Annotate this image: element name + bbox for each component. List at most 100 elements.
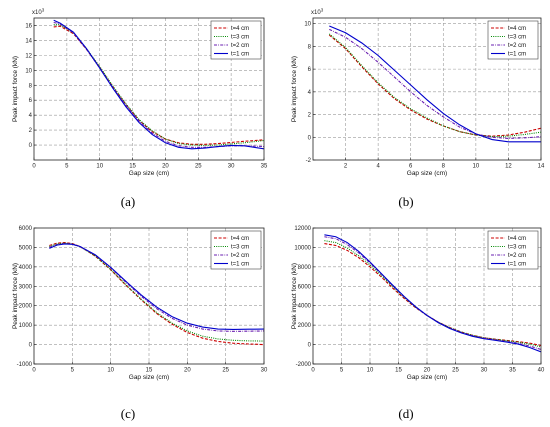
caption-a: (a) [121, 194, 135, 209]
y-tick-label-b-2: 2 [308, 113, 312, 119]
series-line-d-3 [324, 234, 541, 353]
x-axis-label-c: Gap size (cm) [129, 374, 169, 381]
y-tick-label-d-3: 4000 [298, 304, 312, 310]
x-tick-label-c-0: 0 [32, 368, 36, 374]
legend-label-a-2: t=2 cm [231, 43, 249, 49]
x-axis-label-d: Gap size (cm) [407, 374, 447, 381]
x-tick-label-c-1: 5 [71, 368, 75, 374]
series-line-d-1 [324, 240, 541, 348]
series-line-a-3 [53, 19, 264, 150]
y-tick-label-c-3: 2000 [19, 304, 33, 310]
legend-label-d-1: t=3 cm [508, 245, 526, 251]
y-tick-label-b-4: 6 [308, 67, 312, 73]
y-tick-label-d-6: 10000 [294, 245, 311, 251]
y-tick-label-c-6: 5000 [19, 245, 33, 251]
series-line-c-3 [49, 243, 264, 330]
series-line-c-1 [49, 242, 264, 342]
y-tick-label-a-8: 16 [25, 23, 32, 29]
y-tick-label-a-7: 14 [25, 38, 32, 44]
axes-frame-a [33, 17, 265, 161]
caption-c: (c) [121, 406, 135, 421]
x-tick-label-a-7: 35 [261, 164, 268, 170]
x-tick-label-d-2: 10 [367, 368, 374, 374]
y-tick-label-a-5: 10 [25, 68, 32, 74]
series-line-a-0 [53, 25, 264, 145]
legend-label-b-0: t=4 cm [508, 26, 526, 32]
legend-label-d-0: t=4 cm [508, 236, 526, 242]
x-tick-label-a-6: 30 [228, 164, 235, 170]
y-tick-label-b-1: 0 [308, 135, 312, 141]
y-tick-label-c-2: 1000 [19, 323, 33, 329]
y-tick-label-c-0: -1000 [17, 362, 33, 368]
y-multiplier-exp-b: 3 [321, 8, 324, 13]
x-tick-label-a-5: 25 [195, 164, 202, 170]
x-tick-label-c-6: 30 [261, 368, 268, 374]
y-tick-label-a-0: 0 [29, 143, 33, 149]
y-tick-label-b-0: -2 [306, 158, 312, 164]
x-tick-label-d-6: 30 [481, 368, 488, 374]
legend-label-c-2: t=2 cm [231, 253, 249, 259]
y-tick-label-c-1: 0 [29, 343, 33, 349]
series-line-b-3 [329, 25, 541, 143]
legend-label-a-1: t=3 cm [231, 35, 249, 41]
x-tick-label-d-3: 15 [395, 368, 402, 374]
y-multiplier-b: x103 [311, 8, 324, 17]
y-axis-label-a: Peak impact force (kN) [12, 56, 19, 122]
x-tick-label-a-3: 15 [129, 164, 136, 170]
x-tick-label-c-5: 25 [222, 368, 229, 374]
legend-label-c-0: t=4 cm [231, 236, 249, 242]
y-tick-label-c-5: 4000 [19, 265, 33, 271]
x-tick-label-d-5: 25 [452, 368, 459, 374]
y-tick-label-a-6: 12 [25, 53, 32, 59]
y-tick-label-c-4: 3000 [19, 284, 33, 290]
x-tick-label-b-1: 4 [376, 164, 380, 170]
legend-label-c-3: t=1 cm [231, 262, 249, 268]
x-tick-label-c-4: 20 [184, 368, 191, 374]
y-multiplier-a: x103 [32, 8, 45, 17]
x-tick-label-b-4: 10 [473, 164, 480, 170]
y-tick-label-b-3: 4 [308, 90, 312, 96]
legend-label-d-2: t=2 cm [508, 253, 526, 259]
y-multiplier-exp-a: 3 [42, 8, 45, 13]
legend-box-d [487, 230, 539, 270]
legend-label-a-3: t=1 cm [231, 52, 249, 58]
y-axis-label-c: Peak impact force (kN) [12, 263, 19, 329]
y-axis-label-b: Peak impact force (kN) [291, 56, 298, 122]
y-tick-label-a-2: 4 [29, 113, 33, 119]
panel-d: 0 5 10 15 20 25 30 35 40-20000200040006000800010… [291, 226, 545, 381]
y-tick-label-b-6: 10 [304, 22, 311, 28]
x-tick-label-c-2: 10 [107, 368, 114, 374]
x-tick-label-a-0: 0 [32, 164, 36, 170]
x-tick-label-d-4: 20 [424, 368, 431, 374]
legend-label-c-1: t=3 cm [231, 245, 249, 251]
x-tick-label-d-8: 40 [538, 368, 545, 374]
x-tick-label-a-1: 5 [65, 164, 69, 170]
axes-frame-b [312, 17, 542, 161]
y-tick-label-d-7: 12000 [294, 226, 311, 232]
y-tick-label-b-5: 8 [308, 44, 312, 50]
x-axis-label-a: Gap size (cm) [129, 170, 169, 177]
y-tick-label-a-4: 8 [29, 83, 33, 89]
legend-label-b-1: t=3 cm [508, 35, 526, 41]
legend-box-a [210, 20, 262, 60]
y-tick-label-d-2: 2000 [298, 323, 312, 329]
x-tick-label-b-0: 2 [344, 164, 348, 170]
x-tick-label-d-0: 0 [311, 368, 315, 374]
series-line-b-1 [328, 33, 541, 138]
x-tick-label-c-3: 15 [146, 368, 153, 374]
y-tick-label-c-7: 6000 [19, 226, 33, 232]
y-tick-label-d-0: -2000 [296, 362, 312, 368]
x-tick-label-b-2: 6 [409, 164, 413, 170]
legend-label-b-2: t=2 cm [508, 43, 526, 49]
x-tick-label-d-7: 35 [509, 368, 516, 374]
legend-label-b-3: t=1 cm [508, 52, 526, 58]
x-tick-label-b-3: 8 [442, 164, 446, 170]
x-tick-label-a-4: 20 [162, 164, 169, 170]
y-tick-label-d-4: 6000 [298, 284, 312, 290]
x-tick-label-d-1: 5 [340, 368, 344, 374]
y-tick-label-a-3: 6 [29, 98, 33, 104]
y-tick-label-d-1: 0 [308, 343, 312, 349]
legend-label-a-0: t=4 cm [231, 26, 249, 32]
